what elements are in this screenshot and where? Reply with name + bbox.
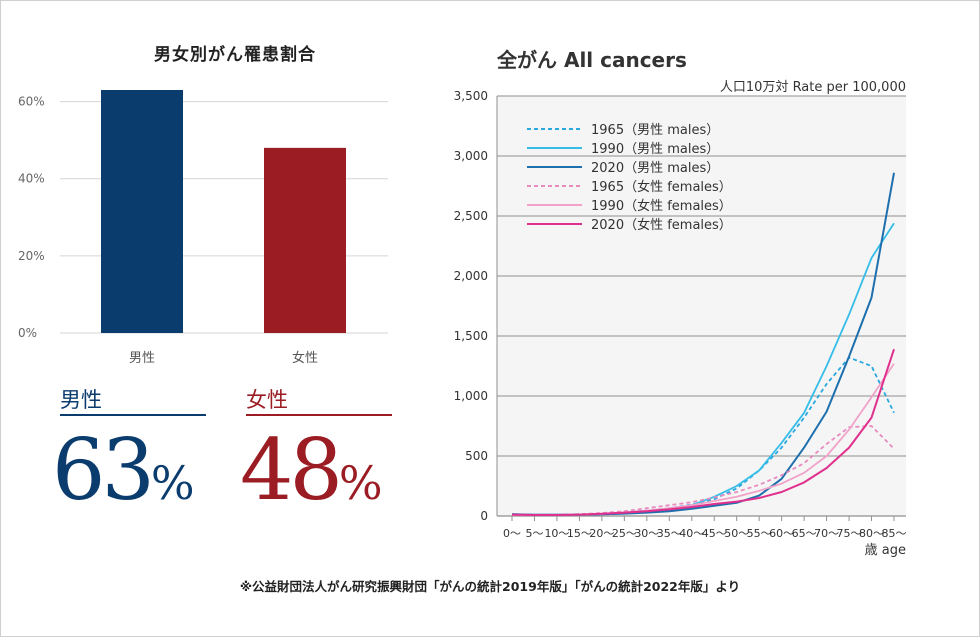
x-tick-label: 25～ — [612, 527, 637, 540]
line-y-tick-label: 2,000 — [454, 269, 488, 283]
bar-category-label: 男性 — [129, 351, 155, 366]
x-tick-label: 0～ — [503, 527, 521, 540]
bar-chart: 0% 20% 40% 60% 男性 女性 — [18, 90, 388, 366]
x-tick-label: 60～ — [769, 527, 794, 540]
male-stat-underline — [60, 414, 206, 416]
source-note: ※公益財団法人がん研究振興財団「がんの統計2019年版」「がんの統計2022年版… — [239, 579, 741, 594]
line-y-tick-label: 0 — [480, 509, 488, 523]
bar-y-tick-label: 40% — [18, 172, 45, 186]
line-chart-legend: 1965（男性 males） 1990（男性 males） 2020（男性 male… — [527, 123, 732, 233]
male-stat-label: 男性 — [60, 388, 102, 412]
x-tick-label: 10～ — [544, 527, 569, 540]
line-y-tick-label: 2,500 — [454, 209, 488, 223]
x-tick-label: 65～ — [792, 527, 817, 540]
legend-label-2: 2020（男性 males） — [591, 161, 719, 176]
x-tick-label: 85～ — [882, 527, 907, 540]
x-tick-label: 50～ — [724, 527, 749, 540]
bar-chart-bars — [101, 90, 346, 333]
bar-chart-title: 男女別がん罹患割合 — [154, 45, 316, 65]
bar-y-tick-label: 0% — [18, 326, 37, 340]
x-tick-label: 20～ — [589, 527, 614, 540]
male-percent-unit: % — [150, 456, 195, 510]
line-chart-title: 全がん All cancers — [497, 48, 687, 72]
x-tick-label: 45～ — [702, 527, 727, 540]
line-y-tick-label: 500 — [465, 449, 488, 463]
line-y-tick-label: 1,000 — [454, 389, 488, 403]
line-y-tick-label: 3,500 — [454, 89, 488, 103]
line-chart-series — [511, 172, 895, 516]
female-stat-label: 女性 — [246, 388, 288, 412]
male-percent-number: 63 — [52, 421, 155, 519]
legend-label-5: 2020（女性 females） — [591, 217, 732, 233]
plot-area — [497, 96, 906, 516]
x-tick-label: 55～ — [747, 527, 772, 540]
line-chart-subtitle: 人口10万対 Rate per 100,000 — [719, 80, 906, 95]
bar-chart-labels: 男性 女性 — [129, 350, 318, 366]
series-line-5 — [511, 348, 895, 516]
x-tick-label: 35～ — [657, 527, 682, 540]
x-tick-label: 80～ — [859, 527, 884, 540]
x-tick-label: 70～ — [814, 527, 839, 540]
female-percent-number: 48 — [240, 421, 343, 519]
bar-female — [264, 147, 346, 333]
legend-label-4: 1990（女性 females） — [591, 198, 732, 214]
female-percent-unit: % — [338, 456, 383, 510]
female-stat-underline — [246, 414, 392, 416]
bar-y-tick-label: 20% — [18, 249, 45, 263]
legend-label-3: 1965（女性 females） — [591, 179, 732, 195]
x-axis-label: 歳 age — [865, 543, 906, 558]
line-y-tick-label: 3,000 — [454, 149, 488, 163]
line-y-tick-label: 1,500 — [454, 329, 488, 343]
line-chart-axes: 0～ 5～ 10～15～20～25～30～35～40～45～50～55～60～65～… — [496, 96, 907, 540]
legend-label-1: 1990（男性 males） — [591, 142, 719, 157]
male-stat-value: 63% — [52, 428, 195, 512]
female-stat-value: 48% — [240, 428, 383, 512]
x-tick-label: 30～ — [634, 527, 659, 540]
legend-label-0: 1965（男性 males） — [591, 123, 719, 138]
bar-category-label: 女性 — [292, 350, 318, 366]
bar-male — [101, 90, 183, 333]
x-tick-label: 75～ — [837, 527, 862, 540]
x-tick-label: 15～ — [567, 527, 592, 540]
x-tick-label: 5～ — [525, 527, 543, 540]
bar-y-tick-label: 60% — [18, 95, 45, 109]
x-tick-label: 40～ — [679, 527, 704, 540]
